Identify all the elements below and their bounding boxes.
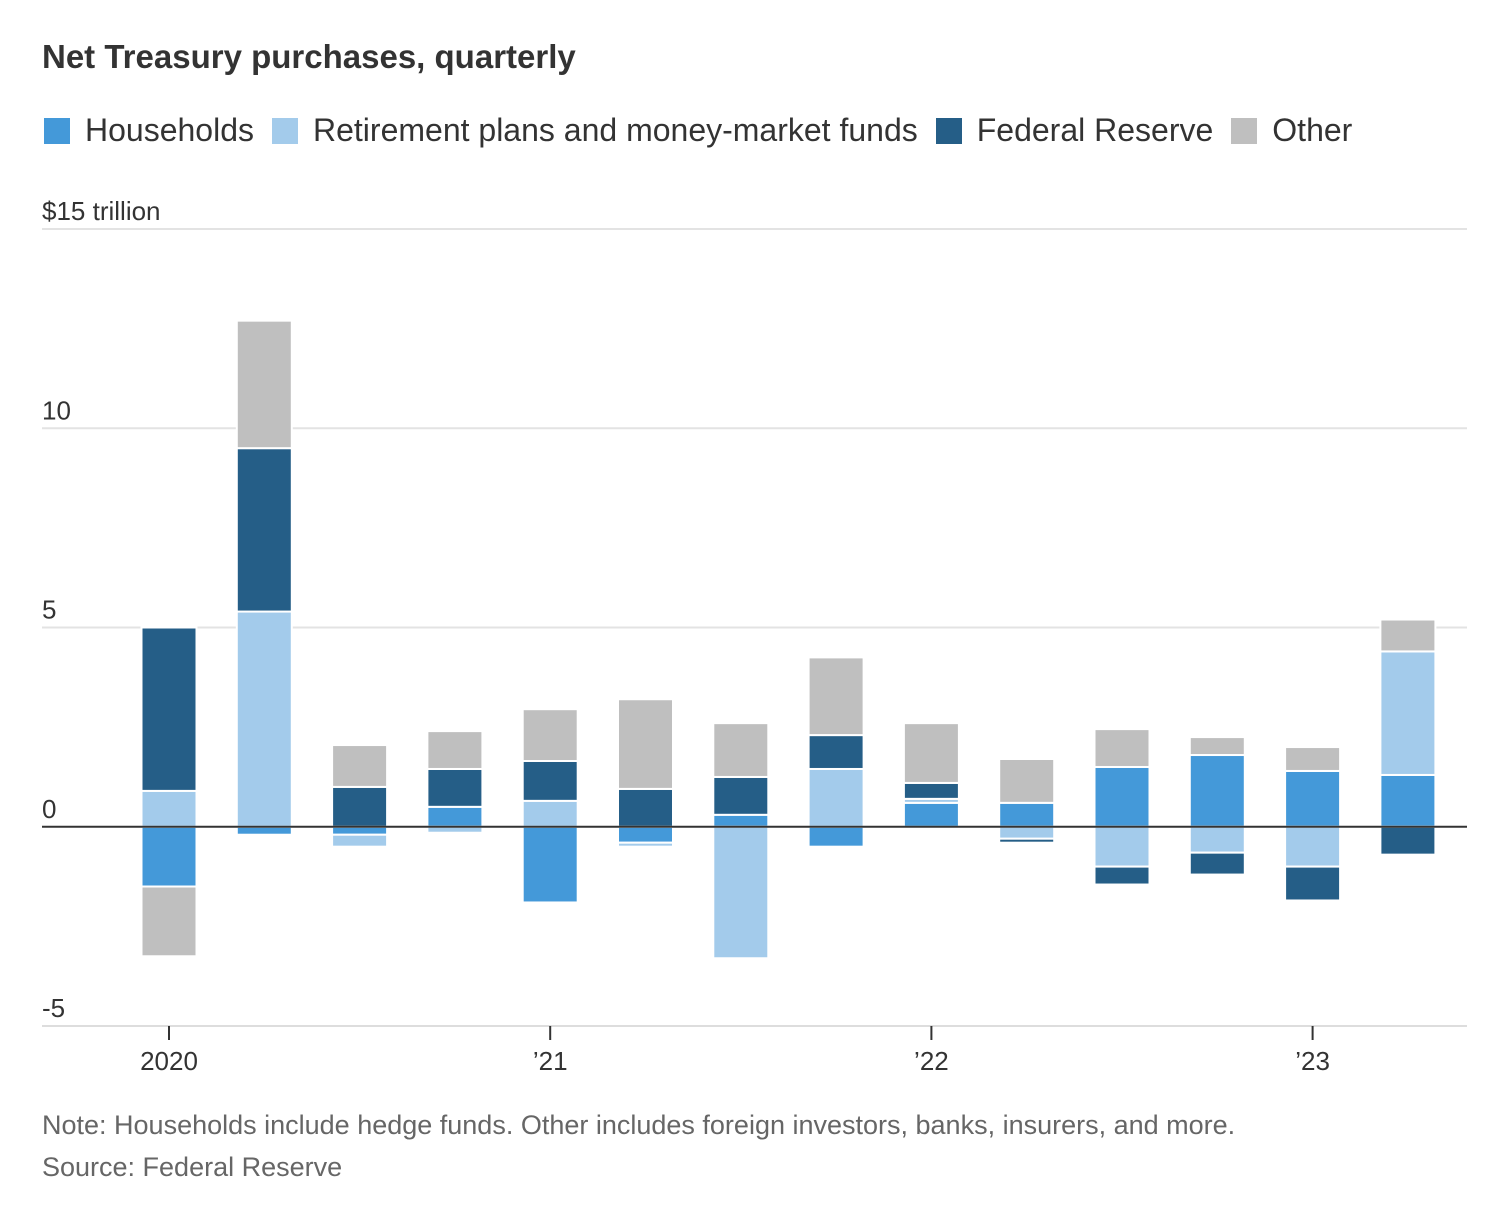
bar-segment-households	[902, 801, 960, 828]
legend-label-households: Households	[85, 112, 254, 148]
x-tick-label: ’21	[533, 1046, 568, 1076]
y-axis-ticks: -5 0 5 10 $15 trillion	[42, 196, 161, 1023]
bar-segment-other	[235, 319, 293, 450]
chart-note: Note: Households include hedge funds. Ot…	[42, 1110, 1236, 1140]
legend-label-other: Other	[1272, 112, 1353, 148]
bar-segment-households	[1284, 769, 1342, 828]
bar-segment-federal-reserve	[1379, 825, 1437, 856]
bar-segment-federal-reserve	[140, 626, 198, 792]
bar-segment-households	[1379, 773, 1437, 828]
legend-swatch-retirement	[272, 117, 298, 144]
legend-label-federal-reserve: Federal Reserve	[976, 112, 1214, 148]
bar-segment-other	[1379, 618, 1437, 653]
bar-segment-retirement-plans-and-money-market-funds	[331, 833, 389, 848]
bar-segment-other	[1284, 746, 1342, 772]
bar-segment-retirement-plans-and-money-market-funds	[1284, 825, 1342, 868]
legend-label-retirement: Retirement plans and money-market funds	[313, 112, 918, 148]
bar-segment-households	[426, 805, 484, 828]
bar-segment-other	[1188, 736, 1246, 757]
legend-swatch-federal-reserve	[935, 117, 962, 144]
legend-item-federal-reserve: Federal Reserve	[935, 112, 1214, 149]
bar-segment-other	[426, 730, 484, 770]
bars	[140, 319, 1437, 960]
bar-segment-retirement-plans-and-money-market-funds	[521, 799, 579, 828]
bar-segment-federal-reserve	[1093, 865, 1151, 886]
legend-swatch-other	[1231, 117, 1258, 144]
bar-segment-retirement-plans-and-money-market-funds	[617, 841, 674, 848]
legend-item-retirement: Retirement plans and money-market funds	[272, 112, 918, 149]
bar-segment-households	[998, 801, 1056, 828]
chart-source: Source: Federal Reserve	[42, 1152, 343, 1182]
bar-segment-federal-reserve	[712, 775, 770, 816]
chart-title: Net Treasury purchases, quarterly	[42, 38, 576, 75]
bar-segment-retirement-plans-and-money-market-funds	[1093, 825, 1151, 868]
bar-segment-federal-reserve	[235, 447, 293, 613]
bar-segment-retirement-plans-and-money-market-funds	[140, 789, 198, 828]
bar-segment-federal-reserve	[807, 734, 865, 770]
bar-segment-retirement-plans-and-money-market-funds	[807, 767, 865, 828]
bar-segment-households	[1188, 754, 1246, 828]
bar-segment-retirement-plans-and-money-market-funds	[998, 825, 1056, 840]
bar-segment-other	[617, 698, 674, 790]
x-axis: 2020 ’21 ’22 ’23	[42, 1025, 1467, 1076]
y-tick-label: 10	[42, 395, 71, 425]
x-tick-label: ’23	[1295, 1046, 1330, 1076]
bar-segment-households	[807, 825, 865, 848]
bar-segment-households	[617, 825, 674, 844]
legend-swatch-households	[44, 117, 70, 144]
bar-segment-retirement-plans-and-money-market-funds	[235, 610, 293, 828]
bar-segment-federal-reserve	[521, 759, 579, 802]
y-tick-label: $15 trillion	[42, 196, 161, 226]
bar-segment-households	[521, 825, 579, 904]
bar-segment-other	[998, 758, 1056, 804]
bar-segment-federal-reserve	[998, 837, 1056, 844]
bar-segment-households	[140, 825, 198, 888]
bar-segment-households	[1093, 765, 1151, 828]
chart-legend: Households Retirement plans and money-ma…	[44, 112, 1370, 149]
bar-segment-retirement-plans-and-money-market-funds	[712, 825, 770, 960]
bar-segment-households	[235, 825, 293, 836]
bar-segment-federal-reserve	[902, 781, 960, 800]
legend-item-other: Other	[1231, 112, 1352, 149]
bar-segment-retirement-plans-and-money-market-funds	[1379, 650, 1437, 776]
bar-segment-other	[712, 722, 770, 778]
y-tick-label: -5	[42, 993, 65, 1023]
bar-segment-retirement-plans-and-money-market-funds	[1188, 825, 1246, 854]
y-tick-label: 0	[42, 794, 56, 824]
bar-segment-households	[712, 813, 770, 828]
x-tick-label: 2020	[140, 1046, 198, 1076]
bar-segment-other	[521, 708, 579, 762]
bar-segment-other	[902, 722, 960, 784]
bar-segment-federal-reserve	[1188, 851, 1246, 876]
bar-segment-federal-reserve	[617, 787, 674, 828]
bar-segment-federal-reserve	[1284, 865, 1342, 902]
bar-segment-other	[807, 656, 865, 737]
bar-segment-other	[331, 744, 389, 788]
x-tick-label: ’22	[914, 1046, 949, 1076]
bar-segment-federal-reserve	[426, 767, 484, 808]
y-tick-label: 5	[42, 595, 56, 625]
bar-segment-households	[331, 825, 389, 836]
bar-segment-other	[1093, 728, 1151, 768]
legend-item-households: Households	[44, 112, 254, 149]
bar-segment-federal-reserve	[331, 785, 389, 828]
bar-segment-other	[140, 885, 198, 958]
